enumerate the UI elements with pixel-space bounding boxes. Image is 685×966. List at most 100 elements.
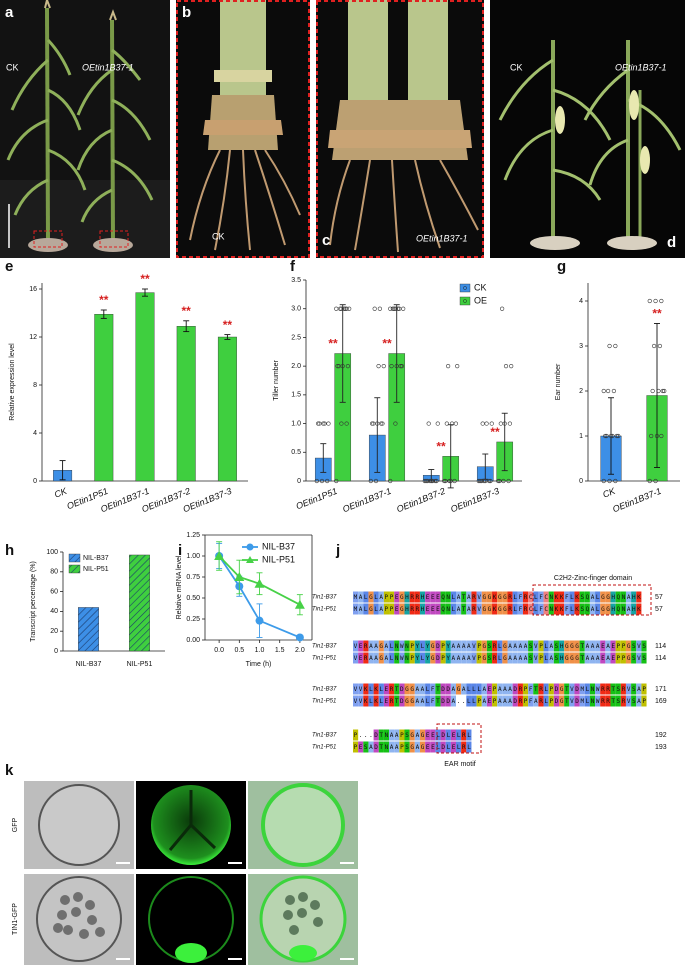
legend-dot xyxy=(463,286,467,290)
residue-cell xyxy=(600,603,606,615)
residue-cell xyxy=(559,652,565,664)
residue-cell xyxy=(512,695,518,707)
data-point xyxy=(613,478,618,484)
sequence: VVKLKLERTDGGAALFTDDAGALLLAEPAAADRPFTRLPD… xyxy=(354,686,647,693)
residue-cell xyxy=(456,652,462,664)
shape xyxy=(629,90,639,120)
data-point xyxy=(394,364,399,369)
sequence: P...DTNAAPSGAGEELDLELRL xyxy=(354,732,472,739)
residue-cell xyxy=(533,603,539,615)
data-point xyxy=(449,421,455,426)
sequence-name: Tin1-B37 xyxy=(312,733,337,739)
shape xyxy=(289,945,317,961)
y-tick-label: 1.25 xyxy=(186,532,200,539)
data-point xyxy=(430,478,435,484)
data-point xyxy=(607,478,612,484)
y-tick-label: 1.00 xyxy=(186,553,200,560)
residue-cell xyxy=(548,695,554,707)
residue-cell xyxy=(600,591,606,603)
residue-cell xyxy=(373,729,379,741)
legend-marker xyxy=(246,543,254,551)
sequence-name: Tin1-P51 xyxy=(312,699,336,705)
residue-cell xyxy=(569,603,575,615)
photo-d: CK OEtin1B37-1 d xyxy=(490,0,685,258)
residue-cell xyxy=(636,640,642,652)
residue-cell xyxy=(471,652,477,664)
residue-cell xyxy=(363,652,369,664)
data-point xyxy=(377,306,382,311)
residue-cell xyxy=(481,640,487,652)
residue-cell xyxy=(368,695,374,707)
legend-dot xyxy=(463,299,467,303)
residue-cell xyxy=(378,695,384,707)
residue-cell xyxy=(445,603,451,615)
photo-label: CK xyxy=(212,231,225,241)
significance: ** xyxy=(140,272,150,286)
residue-cell xyxy=(363,695,369,707)
residue-cell xyxy=(595,683,601,695)
y-tick-label: 100 xyxy=(46,549,58,556)
shape xyxy=(490,0,685,258)
residue-cell xyxy=(507,603,513,615)
data-point xyxy=(334,478,339,484)
shape xyxy=(283,892,323,935)
y-tick-label: 4 xyxy=(579,298,583,305)
residue-cell xyxy=(517,695,523,707)
x-tick-label: OEtin1B37-1 xyxy=(611,486,663,515)
residue-cell xyxy=(636,695,642,707)
residue-cell xyxy=(579,640,585,652)
x-tick-label: CK xyxy=(601,485,617,499)
residue-cell xyxy=(538,640,544,652)
bar xyxy=(217,336,237,482)
residue-cell xyxy=(378,741,384,753)
x-tick-label: 1.0 xyxy=(255,647,265,654)
residue-cell xyxy=(543,652,549,664)
residue-cell xyxy=(450,729,456,741)
residue-cell xyxy=(502,640,508,652)
residue-cell xyxy=(440,640,446,652)
data-point xyxy=(662,388,667,394)
x-tick-label: 0.5 xyxy=(234,647,244,654)
residue-cell xyxy=(353,652,359,664)
data-point xyxy=(393,421,398,426)
sequence: VERAAGALNWNPYLYGDPYAAAAVPGSRLGAAAASVPLAS… xyxy=(354,655,647,662)
data-point xyxy=(606,388,611,394)
residue-cell xyxy=(476,640,482,652)
sequence-end: 57 xyxy=(655,594,663,601)
sequence: MALGLAPPEGHRRHEEEQNLATARVGGKGGRLFRCLFCNK… xyxy=(354,594,642,601)
residue-cell xyxy=(538,591,544,603)
residue-cell xyxy=(435,591,441,603)
residue-cell xyxy=(584,603,590,615)
x-tick-label: OEtin1B37-2 xyxy=(395,486,447,515)
residue-cell xyxy=(353,683,359,695)
shape xyxy=(45,7,50,241)
shape xyxy=(63,925,73,935)
legend-label: NIL-B37 xyxy=(83,555,109,562)
residue-cell xyxy=(368,683,374,695)
residue-cell xyxy=(404,640,410,652)
residue-cell xyxy=(522,640,529,652)
sequence-name: Tin1-P51 xyxy=(312,656,336,662)
residue-cell xyxy=(435,652,441,664)
residue-cell xyxy=(559,640,565,652)
data-point xyxy=(455,364,460,369)
residue-cell xyxy=(631,695,637,707)
residue-cell xyxy=(481,603,487,615)
residue-cell xyxy=(492,640,498,652)
residue-cell xyxy=(389,729,395,741)
shape xyxy=(6,38,87,216)
panel-letter: i xyxy=(178,542,182,559)
residue-cell xyxy=(404,741,410,753)
x-axis-label: Time (h) xyxy=(246,661,272,668)
shape xyxy=(76,48,154,223)
residue-cell xyxy=(456,683,462,695)
residue-cell xyxy=(383,695,390,707)
residue-cell xyxy=(507,683,513,695)
residue-cell xyxy=(425,591,431,603)
y-tick-label: 0.75 xyxy=(186,574,200,581)
residue-cell xyxy=(492,695,498,707)
residue-cell xyxy=(548,652,554,664)
data-point xyxy=(653,478,658,484)
y-tick-label: 0 xyxy=(297,478,301,485)
residue-cell xyxy=(440,652,446,664)
